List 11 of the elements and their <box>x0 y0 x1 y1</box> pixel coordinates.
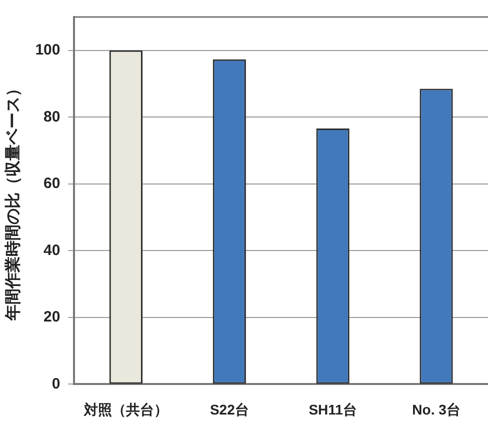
x-tick-label: 対照（共台） <box>82 401 168 418</box>
y-tick-label: 20 <box>44 308 60 326</box>
x-tick-label: SH11台 <box>308 401 357 418</box>
y-tick-label: 100 <box>35 42 60 59</box>
y-tick-label: 60 <box>44 175 60 192</box>
x-tick-label: No. 3台 <box>412 401 460 418</box>
y-tick-label: 0 <box>52 375 60 392</box>
x-tick-label: S22台 <box>210 401 249 418</box>
y-axis-title: 年間作業時間の比（収量ベース） <box>4 80 22 322</box>
y-tick-label: 40 <box>44 242 60 259</box>
y-tick-label: 80 <box>44 108 60 126</box>
